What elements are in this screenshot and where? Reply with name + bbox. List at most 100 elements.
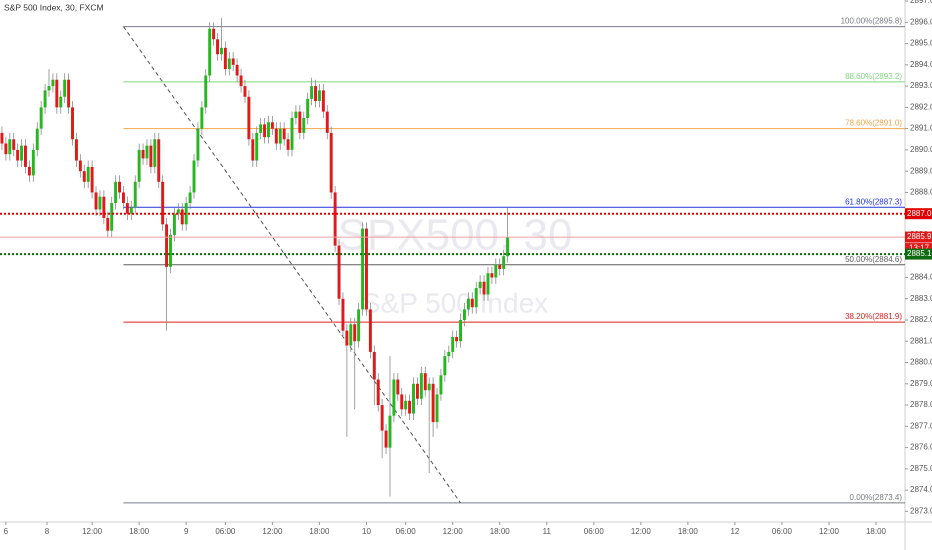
candle-body xyxy=(447,351,451,357)
y-tick-label: 2880.0 xyxy=(910,358,932,367)
candle-body xyxy=(408,400,412,414)
candle-body xyxy=(35,128,39,150)
candle-body xyxy=(462,309,466,321)
candle-body xyxy=(27,166,31,176)
candle-body xyxy=(321,90,325,112)
candle-body xyxy=(184,203,188,225)
candle-body xyxy=(384,430,388,448)
x-tick-label: 18:00 xyxy=(309,527,330,536)
x-tick-label: 12:00 xyxy=(262,527,283,536)
candle-body xyxy=(345,330,349,346)
price-label-box xyxy=(905,248,932,260)
candle-body xyxy=(180,209,184,225)
candle-body xyxy=(98,196,102,210)
candle-body xyxy=(282,128,286,140)
candle-body xyxy=(110,203,114,231)
candle-body xyxy=(376,379,380,406)
candle-body xyxy=(118,181,122,193)
candle-body xyxy=(314,86,317,101)
x-tick-label: 18:00 xyxy=(866,527,887,536)
x-tick-label: 06:00 xyxy=(396,527,417,536)
candle-body xyxy=(404,400,408,410)
price-label: 2887.0 xyxy=(907,209,932,218)
y-tick-label: 2894.0 xyxy=(910,60,932,69)
candle-body xyxy=(82,171,86,182)
y-tick-label: 2883.0 xyxy=(910,294,932,303)
candle-body xyxy=(169,234,172,267)
candle-body xyxy=(357,309,361,342)
y-tick-label: 2893.0 xyxy=(910,81,932,90)
candle-body xyxy=(67,79,71,108)
candle-body xyxy=(223,47,227,70)
candle-body xyxy=(176,209,180,214)
fib-label: 88.60%(2893.2) xyxy=(845,72,902,81)
candle-body xyxy=(396,379,400,395)
y-tick-label: 2890.0 xyxy=(910,145,932,154)
candle-body xyxy=(212,28,216,40)
candle-body xyxy=(12,139,16,150)
candle-body xyxy=(200,107,204,129)
y-tick-label: 2882.0 xyxy=(910,315,932,324)
price-label: 2885.9 xyxy=(907,232,932,241)
y-tick-label: 2895.0 xyxy=(910,39,932,48)
candle-body xyxy=(482,281,486,295)
candle-body xyxy=(290,118,294,150)
y-tick-label: 2897.0 xyxy=(910,0,932,5)
candle-body xyxy=(474,288,478,308)
candle-body xyxy=(121,192,125,204)
candle-body xyxy=(498,264,502,269)
y-tick-label: 2878.0 xyxy=(910,400,932,409)
candle-body xyxy=(278,128,282,144)
countdown-box xyxy=(905,243,932,255)
candle-body xyxy=(0,132,4,144)
candle-body xyxy=(329,132,333,193)
watermark: SPX500, 30 xyxy=(338,211,573,260)
x-tick-label: 6 xyxy=(4,527,9,536)
candle-body xyxy=(423,373,427,391)
candle-body xyxy=(459,320,463,342)
candle-body xyxy=(133,181,137,208)
candle-body xyxy=(51,79,55,87)
candle-body xyxy=(47,86,51,91)
x-tick-label: 12:00 xyxy=(443,527,464,536)
candle-body xyxy=(451,337,455,352)
candle-body xyxy=(286,139,290,150)
x-tick-label: 11 xyxy=(543,527,552,536)
y-tick-label: 2888.0 xyxy=(910,188,932,197)
candle-body xyxy=(74,139,78,161)
candle-body xyxy=(125,203,129,214)
candle-body xyxy=(317,90,321,101)
x-tick-label: 06:00 xyxy=(215,527,236,536)
y-tick-label: 2879.0 xyxy=(910,379,932,388)
price-label-box xyxy=(905,231,932,243)
y-tick-label: 2874.0 xyxy=(910,485,932,494)
candle-body xyxy=(235,64,239,76)
candle-body xyxy=(94,192,98,210)
candle-body xyxy=(90,166,94,193)
price-label-box xyxy=(905,208,932,220)
candle-body xyxy=(388,415,392,448)
y-tick-label: 2884.0 xyxy=(910,273,932,282)
candle-body xyxy=(412,383,415,414)
x-tick-label: 9 xyxy=(184,527,189,536)
candle-body xyxy=(274,128,278,144)
candle-body xyxy=(270,122,274,129)
x-tick-label: 12 xyxy=(730,527,739,536)
candle-body xyxy=(161,181,165,225)
candle-body xyxy=(78,160,82,172)
x-tick-label: 8 xyxy=(45,527,50,536)
candle-body xyxy=(255,132,259,161)
candle-body xyxy=(490,273,494,278)
x-tick-label: 06:00 xyxy=(772,527,793,536)
watermark: S&P 500 Index xyxy=(362,287,548,318)
candle-body xyxy=(31,149,35,176)
candle-body xyxy=(294,111,298,119)
y-tick-label: 2889.0 xyxy=(910,166,932,175)
candle-body xyxy=(466,298,470,310)
candle-body xyxy=(165,224,169,267)
candle-body xyxy=(439,375,443,395)
candle-body xyxy=(86,166,90,182)
candle-body xyxy=(129,207,133,214)
candle-body xyxy=(341,298,345,331)
